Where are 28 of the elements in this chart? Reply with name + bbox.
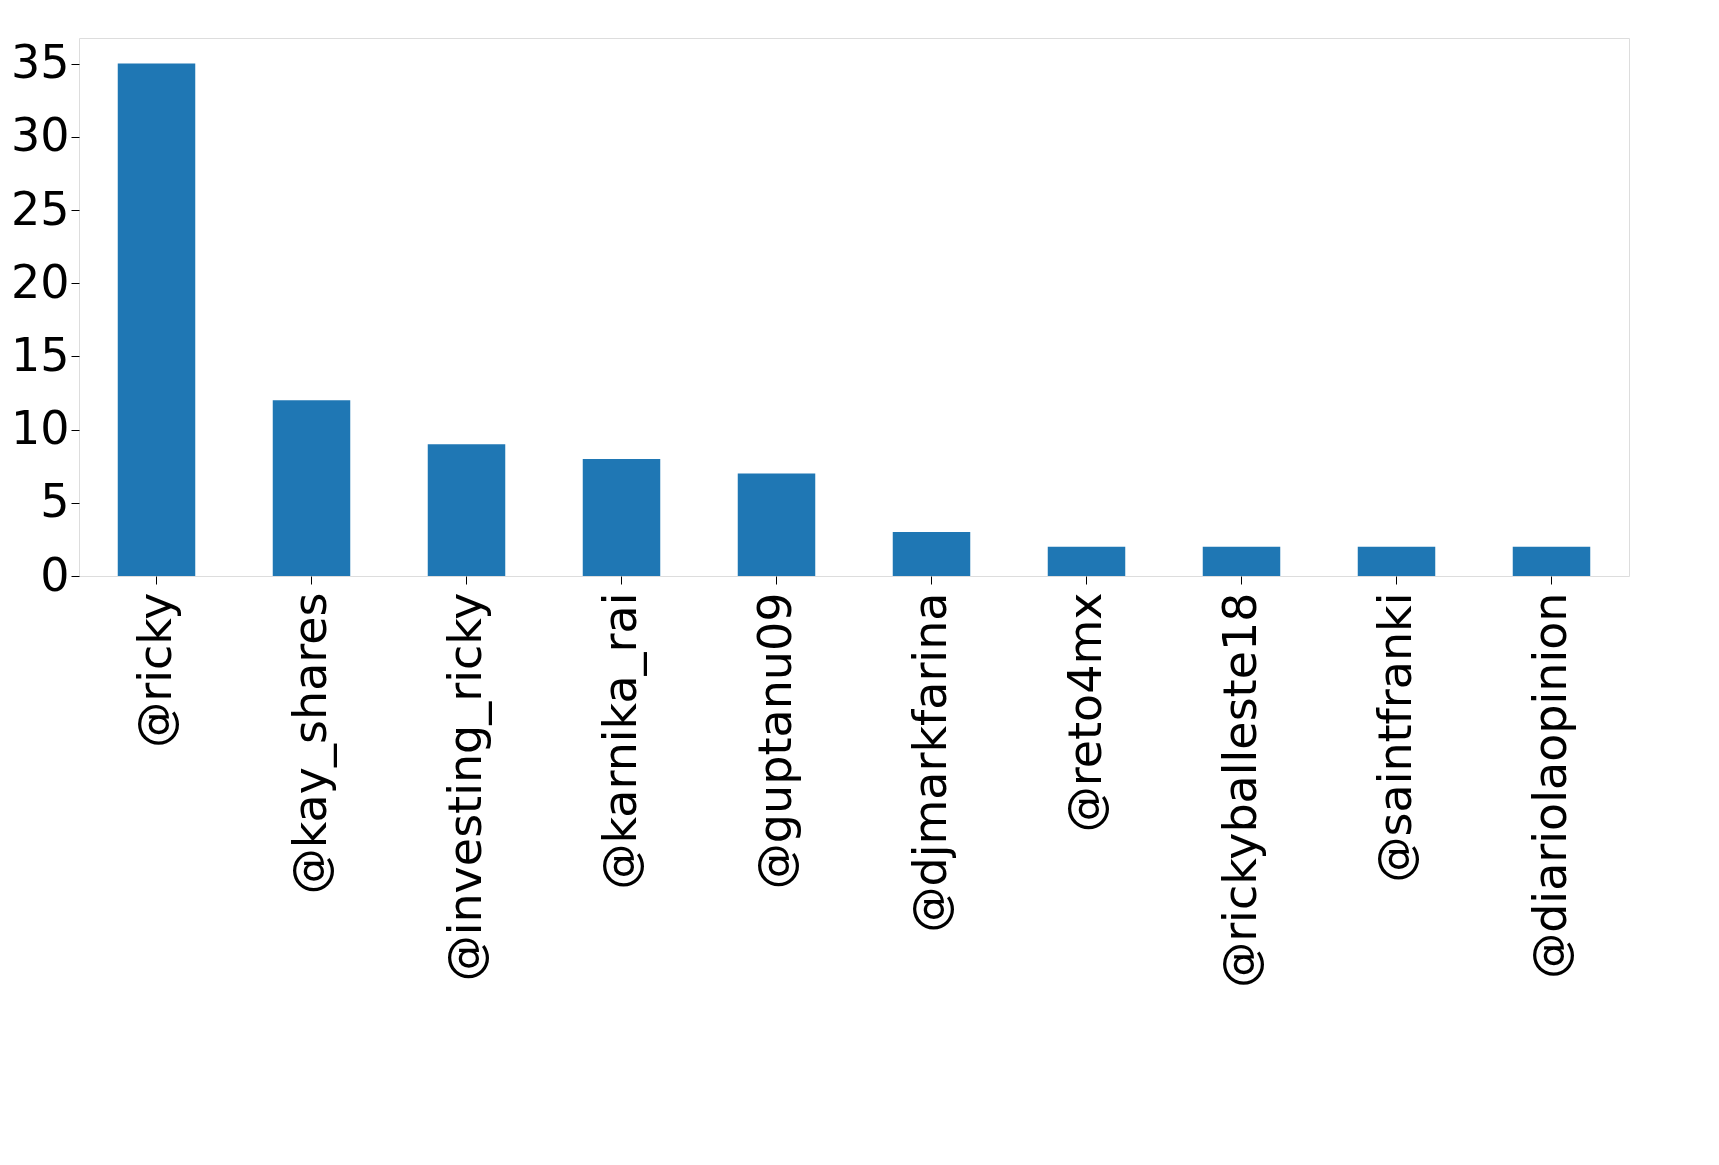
- bar: [1357, 546, 1436, 576]
- bar: [427, 444, 506, 576]
- x-tick-label: @ricky: [127, 592, 182, 748]
- x-tick-label: @guptanu09: [747, 592, 802, 890]
- y-tick-label: 35: [10, 35, 70, 90]
- x-tick-label: @diariolaopinion: [1522, 592, 1577, 979]
- y-tick-label: 0: [40, 547, 70, 602]
- y-tick-label: 25: [10, 181, 70, 236]
- bar: [737, 473, 816, 576]
- x-tick-label: @reto4mx: [1057, 592, 1112, 833]
- bar: [1047, 546, 1126, 576]
- y-tick-label: 10: [10, 401, 70, 456]
- bar: [892, 532, 971, 576]
- y-tick-label: 15: [10, 327, 70, 382]
- bar: [1202, 546, 1281, 576]
- x-tick-label: @karnika_rai: [592, 592, 647, 890]
- x-tick-label: @djmarkfarina: [902, 592, 957, 933]
- bar: [1512, 546, 1591, 576]
- x-tick-label: @investing_ricky: [437, 592, 492, 982]
- y-tick-label: 5: [40, 474, 70, 529]
- bar: [582, 458, 661, 576]
- y-tick-label: 20: [10, 254, 70, 309]
- bar: [272, 400, 351, 576]
- x-tick-label: @rickyballeste18: [1212, 592, 1267, 988]
- x-tick-label: @saintfranki: [1367, 592, 1422, 883]
- y-tick-label: 30: [10, 108, 70, 163]
- bar: [117, 63, 196, 576]
- x-tick-label: @kay_shares: [282, 592, 337, 895]
